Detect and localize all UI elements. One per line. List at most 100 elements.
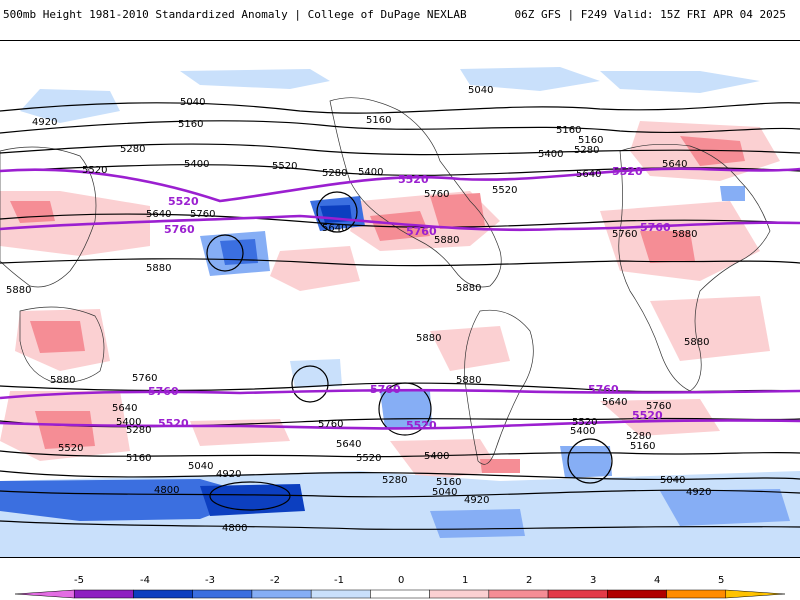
colorbar-label: 2 <box>526 575 533 586</box>
colorbar-segment <box>370 589 430 599</box>
contour-label: 4920 <box>686 487 711 498</box>
purple-contour-label: 5520 <box>632 409 663 422</box>
contour-label: 5880 <box>672 229 697 240</box>
anomaly-region <box>430 509 525 538</box>
anomaly-region <box>600 71 760 93</box>
closed-contour <box>567 438 613 484</box>
anomaly-region <box>200 484 305 516</box>
colorbar-segment <box>607 589 667 599</box>
purple-contour-label: 5520 <box>612 165 643 178</box>
map-panel: 5040 5040 4920 5160 5160 5160 5160 5280 … <box>0 40 800 558</box>
contour-label: 5880 <box>50 375 75 386</box>
colorbar-label: 4 <box>654 575 661 586</box>
colorbar <box>14 589 786 599</box>
contour-label: 5040 <box>188 461 213 472</box>
contour-label: 5400 <box>116 417 141 428</box>
purple-contour-label: 5760 <box>406 225 437 238</box>
anomaly-region <box>390 439 500 481</box>
colorbar-segment <box>310 589 371 599</box>
south-america-outline <box>464 309 534 465</box>
contour-label: 5880 <box>416 333 441 344</box>
colorbar-segment <box>429 589 490 599</box>
colorbar-label: 5 <box>718 575 725 586</box>
contour-label: 5880 <box>684 337 709 348</box>
contour-label: 5280 <box>574 145 599 156</box>
anomaly-region <box>720 186 745 201</box>
purple-contour-label: 5520 <box>168 195 199 208</box>
contour-label: 5760 <box>132 373 157 384</box>
contour-label: 5760 <box>190 209 215 220</box>
contour-5400 <box>0 164 800 176</box>
contour-label: 5760 <box>318 419 343 430</box>
colorbar-segment <box>73 589 134 599</box>
contour-label: 4920 <box>464 495 489 506</box>
anomaly-region <box>650 296 770 361</box>
contour-label: 5160 <box>556 125 581 136</box>
colorbar-segment <box>666 589 727 599</box>
anomaly-region <box>480 459 520 473</box>
contour-label: 5520 <box>492 185 517 196</box>
anomaly-region <box>220 239 258 265</box>
contour-label: 5280 <box>626 431 651 442</box>
anomaly-region <box>430 326 510 371</box>
contour-label: 5760 <box>612 229 637 240</box>
contour-5160-s <box>0 470 800 481</box>
colorbar-label: -1 <box>334 575 344 586</box>
contour-label: 4920 <box>216 469 241 480</box>
contour-label: 5280 <box>382 475 407 486</box>
colorbar-segment <box>14 589 75 599</box>
contour-label: 5640 <box>112 403 137 414</box>
anomaly-region <box>560 446 612 478</box>
contour-label: 5880 <box>456 283 481 294</box>
anomaly-region <box>660 489 790 526</box>
asia-outline <box>0 146 97 288</box>
contour-label: 5160 <box>366 115 391 126</box>
contour-label: 5160 <box>436 477 461 488</box>
contour-label: 5880 <box>146 263 171 274</box>
contour-label: 5160 <box>178 119 203 130</box>
contour-label: 5640 <box>576 169 601 180</box>
colorbar-segment <box>725 589 786 599</box>
contour-label: 5160 <box>630 441 655 452</box>
contour-5280 <box>0 143 800 156</box>
colorbar-label: -3 <box>205 575 215 586</box>
contour-label: 5640 <box>336 439 361 450</box>
header: 500mb Height 1981-2010 Standardized Anom… <box>0 0 800 30</box>
coastlines <box>0 97 771 465</box>
contour-5040-s <box>0 489 800 498</box>
anomaly-region <box>460 67 600 91</box>
contour-label: 5640 <box>662 159 687 170</box>
contour-label: 5640 <box>322 223 347 234</box>
contour-label: 5400 <box>538 149 563 160</box>
purple-contour-label: 5520 <box>398 173 429 186</box>
purple-contour-label: 5760 <box>640 221 671 234</box>
contour-label: 5760 <box>424 189 449 200</box>
colorbar-label: -4 <box>140 575 150 586</box>
closed-contour <box>316 191 358 233</box>
contour-label: 5760 <box>646 401 671 412</box>
contour-label: 4800 <box>222 523 247 534</box>
colorbar-segment <box>547 589 608 599</box>
anomaly-region <box>30 321 85 353</box>
anomaly-region <box>180 69 330 89</box>
contour-label: 5280 <box>120 144 145 155</box>
purple-contour-5520-n <box>0 167 800 203</box>
anomaly-region <box>600 399 720 436</box>
closed-contour <box>378 382 432 436</box>
contour-label: 5040 <box>660 475 685 486</box>
closed-contour <box>291 365 329 403</box>
colorbar-label: -5 <box>74 575 84 586</box>
purple-contour-label: 5760 <box>588 383 619 396</box>
purple-contour-5520-s <box>0 419 800 430</box>
colorbar-label: 0 <box>398 575 405 586</box>
contour-label: 5520 <box>272 161 297 172</box>
contour-label: 5400 <box>358 167 383 178</box>
contour-4800-s <box>0 520 800 531</box>
closed-contour <box>206 234 244 272</box>
contour-label: 5040 <box>468 85 493 96</box>
model-run-info: 06Z GFS | F249 Valid: 15Z FRI APR 04 202… <box>514 8 786 21</box>
contour-label: 5400 <box>184 159 209 170</box>
contour-5040 <box>0 102 800 114</box>
contour-label: 5520 <box>572 417 597 428</box>
contour-label: 4800 <box>154 485 179 496</box>
